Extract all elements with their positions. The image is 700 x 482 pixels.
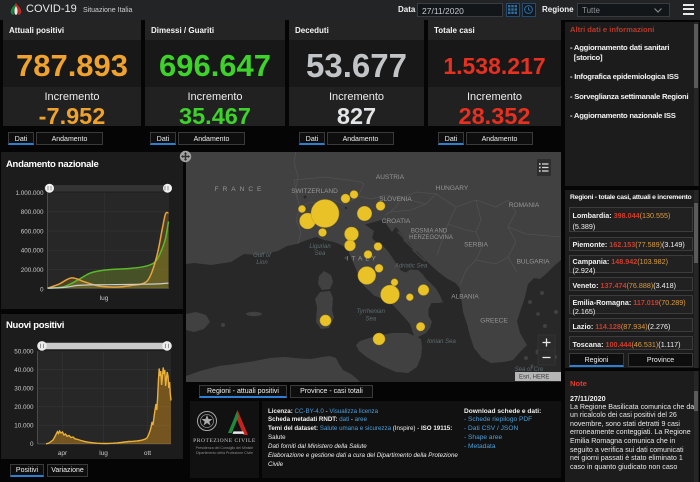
svg-text:SLOVENIA: SLOVENIA — [379, 196, 412, 203]
svg-text:lug: lug — [99, 450, 108, 457]
svg-text:SWITZERLAND: SWITZERLAND — [291, 188, 338, 195]
svg-text:Nuovi positivi: Nuovi positivi — [6, 320, 64, 331]
svg-text:600.000: 600.000 — [21, 228, 44, 235]
svg-text:BULGARIA: BULGARIA — [517, 259, 551, 266]
svg-text:200.000: 200.000 — [21, 267, 44, 274]
svg-text:BOSNIA AND: BOSNIA AND — [411, 229, 448, 235]
svg-text:Sea of Cre: Sea of Cre — [515, 367, 544, 373]
svg-text:Gulf of: Gulf of — [253, 253, 272, 259]
svg-text:FRANCE: FRANCE — [215, 186, 266, 193]
svg-text:ROMANIA: ROMANIA — [509, 202, 540, 209]
svg-text:Sea: Sea — [315, 251, 326, 257]
svg-text:ALBANIA: ALBANIA — [451, 294, 479, 301]
svg-text:ITALY: ITALY — [347, 256, 379, 263]
svg-text:HERZEGOVINA: HERZEGOVINA — [409, 235, 453, 241]
svg-text:10.000: 10.000 — [14, 423, 34, 430]
svg-text:HUNGARY: HUNGARY — [436, 185, 469, 192]
svg-text:Sea: Sea — [365, 317, 376, 323]
svg-text:50.000: 50.000 — [14, 348, 34, 355]
svg-text:Tyrrhenian: Tyrrhenian — [357, 309, 386, 315]
svg-text:Adriatic Sea: Adriatic Sea — [394, 264, 428, 270]
svg-text:Lion: Lion — [256, 260, 268, 266]
svg-text:Esri, HERE: Esri, HERE — [519, 375, 549, 381]
svg-text:lug: lug — [100, 295, 109, 302]
svg-text:800.000: 800.000 — [21, 209, 44, 216]
svg-text:20.000: 20.000 — [14, 404, 34, 411]
svg-text:Ligurian: Ligurian — [309, 244, 331, 250]
svg-text:400.000: 400.000 — [21, 248, 44, 255]
svg-text:30.000: 30.000 — [14, 386, 34, 393]
svg-text:CROATIA: CROATIA — [382, 218, 411, 225]
svg-text:apr: apr — [58, 450, 68, 457]
svg-text:40.000: 40.000 — [14, 367, 34, 374]
svg-text:GREECE: GREECE — [480, 318, 508, 325]
svg-text:Ionian Sea: Ionian Sea — [427, 339, 456, 345]
svg-text:0: 0 — [40, 286, 44, 293]
svg-text:1.000.000: 1.000.000 — [15, 190, 44, 197]
svg-text:AUSTRIA: AUSTRIA — [376, 174, 405, 181]
svg-text:SERBIA: SERBIA — [464, 242, 489, 249]
svg-text:Andamento nazionale: Andamento nazionale — [6, 159, 98, 170]
svg-text:0: 0 — [30, 441, 34, 448]
svg-text:ott: ott — [144, 450, 151, 457]
